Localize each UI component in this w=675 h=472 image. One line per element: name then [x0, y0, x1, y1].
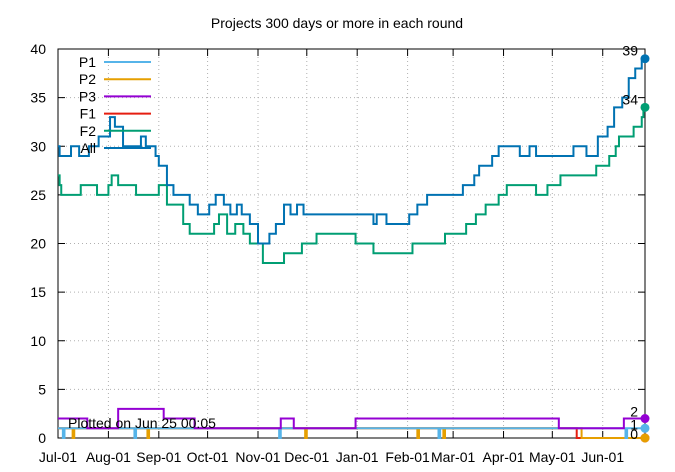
- legend-label-f1: F1: [80, 106, 97, 122]
- end-label-all: 39: [622, 43, 638, 59]
- x-tick-label: Dec-01: [284, 449, 329, 465]
- y-tick-label: 20: [30, 236, 46, 252]
- series-line-p3: [58, 407, 645, 430]
- legend-label-p2: P2: [79, 71, 96, 87]
- x-tick-label: Nov-01: [235, 449, 280, 465]
- series-line-p2: [58, 427, 645, 439]
- end-marker-f2: [640, 102, 650, 112]
- x-tick-label: May-01: [529, 449, 576, 465]
- endpoint-markers: 12 0 34 39: [622, 43, 650, 443]
- series-line-p1: [58, 427, 645, 439]
- legend-label-p1: P1: [79, 54, 96, 70]
- y-tick-label: 15: [30, 284, 46, 300]
- y-tick-label: 10: [30, 333, 46, 349]
- chart-title: Projects 300 days or more in each round: [211, 15, 463, 31]
- y-tick-label: 0: [38, 430, 46, 446]
- x-tick-label: Sep-01: [136, 449, 181, 465]
- x-tick-label: Jul-01: [39, 449, 77, 465]
- grid: [58, 49, 645, 438]
- legend-label-f2: F2: [80, 123, 97, 139]
- end-marker-p1: [640, 423, 650, 433]
- y-tick-label: 5: [38, 381, 46, 397]
- legend-label-p3: P3: [79, 88, 96, 104]
- series-line-f2: [58, 106, 645, 264]
- plot-frame: [57, 48, 646, 439]
- end-marker-p3: [640, 414, 650, 424]
- end-label-f2: 34: [622, 91, 638, 107]
- y-tick-label: 35: [30, 90, 46, 106]
- x-tick-label: Apr-01: [483, 449, 525, 465]
- end-label-p1: 1: [630, 416, 638, 432]
- end-label-f1: 0: [630, 426, 638, 442]
- x-tick-label: Oct-01: [187, 449, 229, 465]
- series-line-all: [58, 57, 645, 245]
- plotted-on-annotation: Plotted on Jun 25 00:05: [68, 415, 216, 431]
- y-tick-label: 30: [30, 138, 46, 154]
- x-tick-label: Jun-01: [581, 449, 624, 465]
- x-tick-label: Mar-01: [431, 449, 476, 465]
- end-label-p3: 2: [630, 404, 638, 420]
- x-tick-label: Jan-01: [336, 449, 379, 465]
- end-marker-p2: [640, 433, 650, 443]
- y-tick-label: 25: [30, 187, 46, 203]
- end-marker-all: [640, 54, 650, 64]
- x-tick-label: Aug-01: [86, 449, 131, 465]
- y-tick-label: 40: [30, 41, 46, 57]
- series-layer: [58, 57, 645, 439]
- x-tick-label: Feb-01: [385, 449, 430, 465]
- legend-label-all: All: [80, 140, 96, 156]
